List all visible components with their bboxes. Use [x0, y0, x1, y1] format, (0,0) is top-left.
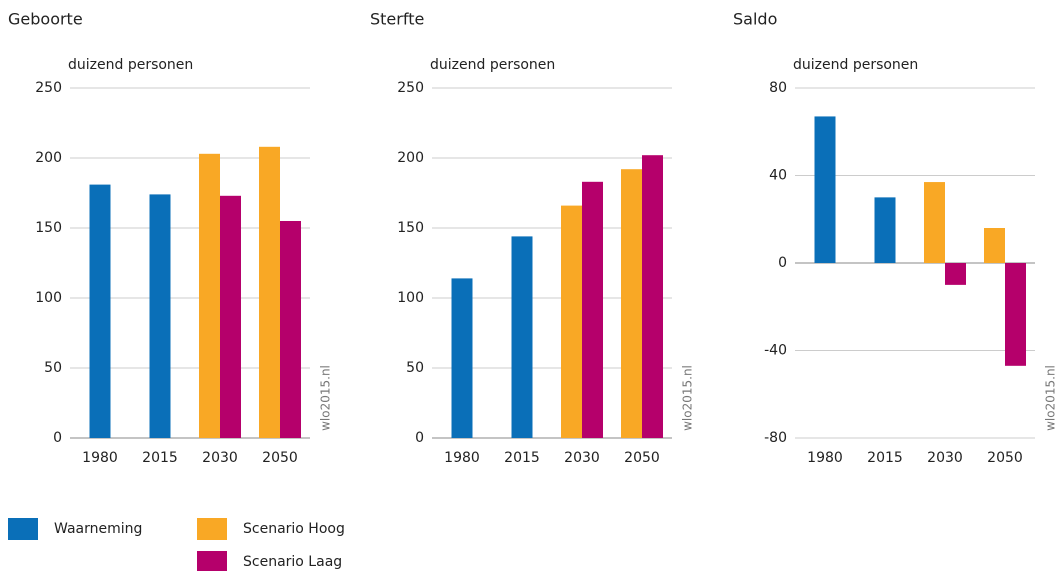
bar	[582, 181, 603, 439]
bar	[259, 146, 280, 439]
bar	[945, 263, 966, 285]
x-tick-label: 2015	[142, 450, 178, 466]
x-tick-label: 2030	[564, 450, 600, 466]
y-tick-label: 50	[406, 360, 424, 376]
y-tick-label: 0	[415, 430, 424, 446]
bar	[1005, 263, 1026, 366]
x-tick-label: 2030	[202, 450, 238, 466]
chart-title: Sterfte	[370, 10, 424, 29]
y-tick-label: 100	[397, 290, 424, 306]
x-tick-label: 2050	[987, 450, 1023, 466]
x-tick-label: 2015	[504, 450, 540, 466]
bar	[984, 228, 1005, 263]
bar	[561, 205, 582, 438]
bar	[199, 153, 220, 439]
y-tick-label: 150	[397, 220, 424, 236]
x-tick-label: 2050	[624, 450, 660, 466]
chart-title: Geboorte	[8, 10, 83, 29]
legend-swatch	[197, 551, 227, 571]
bar	[621, 169, 642, 438]
bar	[280, 221, 301, 438]
legend-label: Scenario Laag	[243, 554, 342, 570]
bar	[924, 182, 945, 263]
bar	[220, 195, 241, 438]
x-tick-label: 2050	[262, 450, 298, 466]
chart-title: Saldo	[733, 10, 777, 29]
y-tick-label: 0	[53, 430, 62, 446]
source-label: wlo2015.nl	[681, 365, 695, 431]
source-label: wlo2015.nl	[319, 365, 333, 431]
x-tick-label: 1980	[82, 450, 118, 466]
y-tick-label: 0	[778, 255, 787, 271]
legend-swatch	[8, 518, 38, 540]
bar	[814, 116, 836, 263]
source-label: wlo2015.nl	[1044, 365, 1057, 431]
y-tick-label: 100	[35, 290, 62, 306]
y-tick-label: 250	[397, 80, 424, 96]
x-tick-label: 1980	[444, 450, 480, 466]
y-tick-label: 200	[397, 150, 424, 166]
x-tick-label: 2030	[927, 450, 963, 466]
y-tick-label: 50	[44, 360, 62, 376]
bar	[511, 236, 533, 438]
legend-label: Scenario Hoog	[243, 521, 345, 537]
y-tick-label: 150	[35, 220, 62, 236]
y-axis-label: duizend personen	[793, 57, 918, 73]
bar	[451, 278, 473, 438]
y-tick-label: 200	[35, 150, 62, 166]
y-tick-label: -40	[764, 343, 787, 359]
x-tick-label: 1980	[807, 450, 843, 466]
bar	[874, 197, 896, 263]
bar	[149, 194, 171, 438]
y-axis-label: duizend personen	[430, 57, 555, 73]
y-tick-label: 40	[769, 168, 787, 184]
bar	[642, 155, 663, 438]
y-axis-label: duizend personen	[68, 57, 193, 73]
bar	[89, 184, 111, 438]
y-tick-label: -80	[764, 430, 787, 446]
legend-swatch	[197, 518, 227, 540]
x-tick-label: 2015	[867, 450, 903, 466]
y-tick-label: 250	[35, 80, 62, 96]
legend-label: Waarneming	[54, 521, 142, 537]
y-tick-label: 80	[769, 80, 787, 96]
